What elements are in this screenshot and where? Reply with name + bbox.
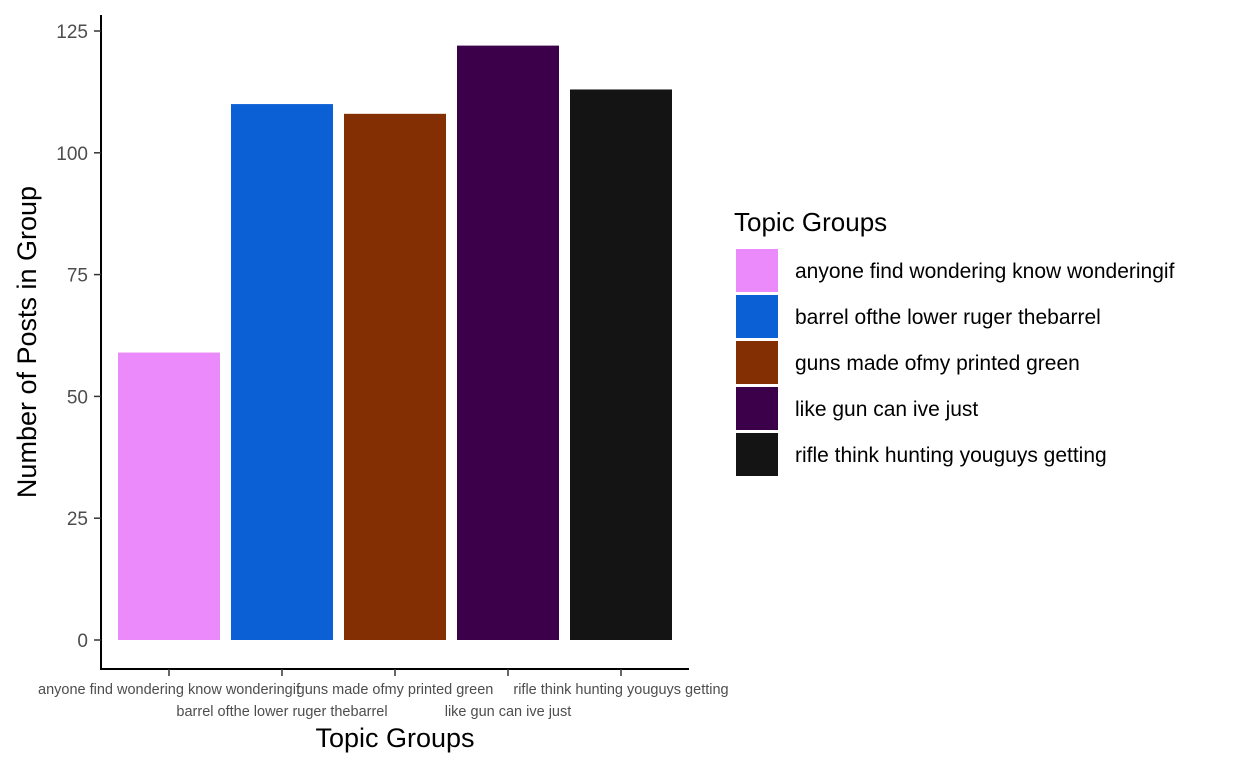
y-tick-label: 50	[67, 387, 88, 408]
legend-label-4: like gun can ive just	[795, 398, 978, 421]
legend-key-2	[736, 295, 778, 338]
legend-key-1	[736, 249, 778, 292]
legend-key-4	[736, 387, 778, 430]
y-tick-label: 25	[67, 509, 88, 530]
legend-label-2: barrel ofthe lower ruger thebarrel	[795, 306, 1101, 329]
bars-group	[118, 45, 672, 641]
x-tick-label-2: barrel ofthe lower ruger thebarrel	[176, 704, 387, 720]
bar-4	[457, 45, 559, 640]
bar-3	[344, 113, 446, 641]
legend-label-5: rifle think hunting youguys getting	[795, 444, 1107, 467]
legend-title: Topic Groups	[734, 207, 887, 237]
legend: anyone find wondering know wonderingif ba…	[736, 249, 1175, 476]
legend-label-1: anyone find wondering know wonderingif	[795, 260, 1175, 283]
bar-5	[570, 89, 672, 641]
legend-label-3: guns made ofmy printed green	[795, 352, 1080, 375]
y-tick-label: 75	[67, 266, 88, 287]
x-tick-label-1: anyone find wondering know wonderingif	[38, 682, 301, 698]
y-tick-label: 0	[77, 631, 88, 652]
bar-1	[118, 352, 220, 640]
x-tick-label-4: like gun can ive just	[445, 704, 572, 720]
y-axis-title: Number of Posts in Group	[12, 186, 42, 498]
x-tick-label-5: rifle think hunting youguys getting	[513, 682, 728, 698]
x-ticks-group: anyone find wondering know wonderingif ba…	[38, 669, 729, 720]
y-tick-label: 125	[56, 22, 88, 43]
bar-2	[231, 104, 333, 640]
y-ticks-group: 0 25 50 75 100 125	[56, 22, 101, 652]
x-tick-label-3: guns made ofmy printed green	[297, 682, 494, 698]
legend-key-3	[736, 341, 778, 384]
legend-key-5	[736, 433, 778, 476]
x-axis-title: Topic Groups	[315, 723, 474, 753]
y-tick-label: 100	[56, 144, 88, 165]
